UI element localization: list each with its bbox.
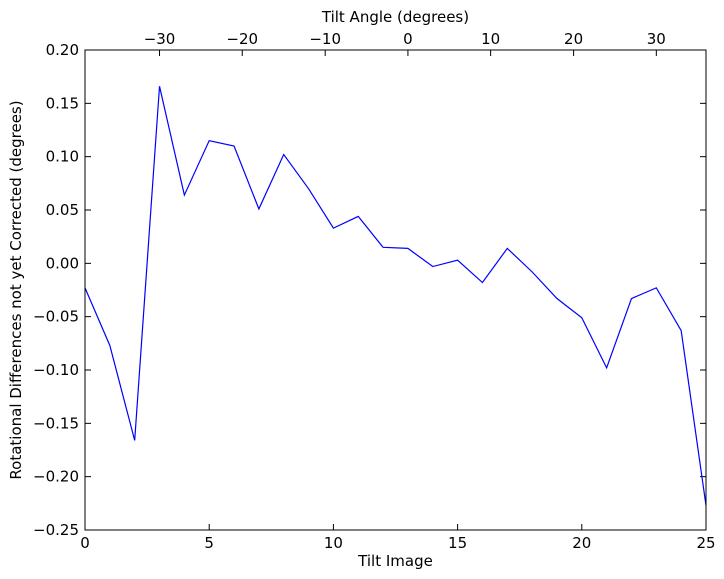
x-axis-title: Tilt Image bbox=[357, 552, 433, 570]
y-tick-label: 0.15 bbox=[46, 94, 79, 112]
plot-frame bbox=[84, 49, 707, 531]
top-tick-label: 20 bbox=[564, 30, 583, 48]
top-tick-label: 10 bbox=[481, 30, 500, 48]
x-tick-label: 10 bbox=[324, 534, 343, 552]
top-tick-label: −30 bbox=[144, 30, 176, 48]
plot-area bbox=[85, 50, 706, 530]
y-tick-label: 0.00 bbox=[46, 254, 79, 272]
y-tick-label: −0.25 bbox=[33, 521, 79, 539]
y-tick-label: −0.10 bbox=[33, 361, 79, 379]
x-tick-label: 15 bbox=[448, 534, 467, 552]
y-tick-label: 0.10 bbox=[46, 148, 79, 166]
x-tick-label: 5 bbox=[204, 534, 214, 552]
tick-labels: 0 5 10 15 20 25 −30 −20 −10 0 10 20 30 0.20 0.15 0.10 0.… bbox=[33, 30, 716, 552]
y-tick-label: −0.15 bbox=[33, 414, 79, 432]
y-tick-label: 0.05 bbox=[46, 201, 79, 219]
top-tick-label: 30 bbox=[647, 30, 666, 48]
series-group bbox=[84, 86, 707, 506]
series-line bbox=[84, 86, 707, 506]
top-tick-label: −20 bbox=[226, 30, 258, 48]
y-tick-label: −0.05 bbox=[33, 308, 79, 326]
top-axis-title: Tilt Angle (degrees) bbox=[321, 8, 469, 26]
top-tick-label: 0 bbox=[403, 30, 413, 48]
y-axis-title: Rotational Differences not yet Corrected… bbox=[7, 100, 25, 479]
y-tick-label: 0.20 bbox=[46, 41, 79, 59]
y-tick-label: −0.20 bbox=[33, 468, 79, 486]
x-tick-label: 25 bbox=[696, 534, 715, 552]
x-tick-label: 0 bbox=[80, 534, 90, 552]
x-tick-label: 20 bbox=[572, 534, 591, 552]
top-tick-label: −10 bbox=[309, 30, 341, 48]
